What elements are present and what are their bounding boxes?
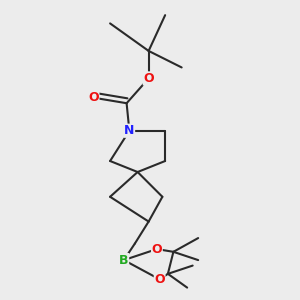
Text: B: B	[119, 254, 129, 267]
Text: O: O	[88, 91, 99, 104]
Text: O: O	[154, 273, 165, 286]
Text: O: O	[152, 243, 162, 256]
Text: O: O	[143, 72, 154, 85]
Text: N: N	[124, 124, 134, 137]
